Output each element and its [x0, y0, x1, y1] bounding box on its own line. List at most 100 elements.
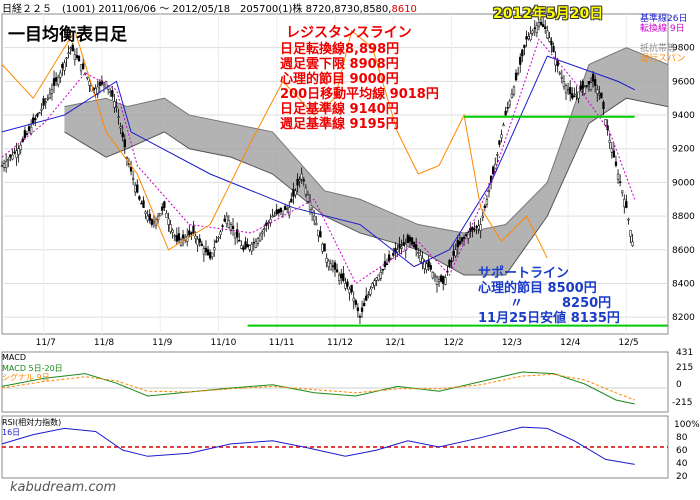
candle-body [577, 91, 580, 99]
candle-body [254, 241, 258, 248]
candle-body [415, 244, 418, 251]
x-tick-12/1: 12/1 [385, 338, 405, 348]
candle-body [406, 235, 409, 244]
legend-top-right: 基準線26日 転換線 9日 抵抗帯等 遅行スパン [640, 14, 687, 64]
candle-body [356, 307, 360, 312]
candle-body [402, 242, 405, 246]
rsi-ytick-1: 80 [676, 433, 688, 443]
candle-body [477, 225, 480, 230]
candle-body [537, 22, 541, 27]
support-title: サポートライン [478, 266, 570, 281]
candle-body [75, 55, 79, 59]
x-tick-12/4: 12/4 [560, 338, 580, 348]
candle-body [298, 179, 301, 182]
y-tick-8200: 8200 [672, 313, 695, 323]
candle-body [550, 41, 553, 46]
candle-body [279, 207, 283, 213]
x-tick-12/2: 12/2 [444, 338, 464, 348]
candle-body [398, 244, 401, 249]
candle-body [417, 252, 420, 254]
candle-body [458, 241, 462, 245]
x-tick-12/3: 12/3 [502, 338, 522, 348]
candle-body [325, 257, 328, 263]
candle-body [421, 257, 424, 265]
candle-body [571, 93, 574, 99]
candle-body [304, 187, 308, 195]
candle-body [439, 275, 443, 282]
candle-body [504, 110, 507, 116]
legend-kijun: 基準線26日 [640, 14, 688, 24]
candle-body [575, 93, 578, 96]
candle-body [73, 54, 76, 60]
candle-body [396, 249, 399, 253]
candle-body [558, 72, 561, 75]
resistance-line-3: 心理的節目 9000円 [280, 72, 399, 87]
candle-body [604, 119, 607, 126]
candle-body [548, 37, 551, 42]
y-tick-8400: 8400 [672, 279, 695, 289]
candle-body [148, 213, 151, 221]
candle-body [479, 224, 482, 231]
candle-body [59, 72, 62, 78]
rsi-tag: RSI(相対力指数) [2, 418, 62, 427]
candle-body [313, 215, 316, 221]
macd-signal-line [1, 373, 635, 401]
tenkan-line [1, 38, 636, 285]
candle-body [335, 269, 339, 273]
candle-body [498, 140, 501, 145]
candle-body [52, 78, 56, 86]
candle-body [352, 297, 355, 302]
ichimoku-cloud [64, 47, 668, 276]
candle-body [82, 63, 85, 69]
candle-body [510, 93, 514, 98]
candle-body [390, 257, 393, 260]
candle-body [240, 245, 243, 249]
date-title: 2012年5月20日 [493, 6, 604, 22]
macd-tag: MACD [2, 353, 26, 362]
candle-body [408, 236, 412, 242]
candle-body [17, 148, 20, 155]
candle-body [196, 239, 199, 246]
chart-title: 一目均衡表日足 [8, 25, 127, 45]
candle-body [177, 233, 181, 241]
candle-body [221, 225, 224, 227]
candle-body [96, 86, 99, 95]
senkou-span-a [64, 47, 669, 234]
legend-chikou: 遅行スパン [640, 54, 686, 64]
candle-body [625, 201, 628, 208]
candle-body [481, 215, 484, 218]
candle-body [69, 47, 72, 49]
candle-body [323, 243, 326, 252]
candle-body [623, 199, 626, 207]
rsi-ytick-3: 40 [676, 459, 688, 469]
candle-body [340, 273, 343, 279]
candle-body [63, 62, 66, 71]
candle-body [377, 274, 380, 281]
candle-body [140, 202, 143, 205]
resistance-title: レジスタンスライン [286, 25, 412, 41]
candle-body [523, 44, 526, 48]
candle-body [566, 89, 570, 92]
candle-body [308, 201, 312, 210]
candle-body [9, 154, 12, 158]
candle-body [598, 93, 601, 96]
candle-body [629, 230, 632, 237]
candle-body [29, 126, 33, 134]
candle-body [292, 189, 295, 197]
candle-body [46, 97, 49, 100]
rsi-line [1, 426, 635, 465]
candle-body [113, 101, 116, 108]
candle-body [452, 251, 455, 256]
candle-body [354, 300, 357, 305]
candle-body [11, 154, 14, 160]
candle-body [273, 214, 276, 217]
candle-body [610, 148, 613, 153]
candle-body [579, 85, 582, 91]
candle-body [600, 92, 603, 99]
candle-body [365, 295, 368, 301]
candle-body [246, 243, 249, 248]
candle-body [433, 274, 437, 277]
candle-body [429, 265, 432, 270]
candle-body [256, 237, 260, 244]
